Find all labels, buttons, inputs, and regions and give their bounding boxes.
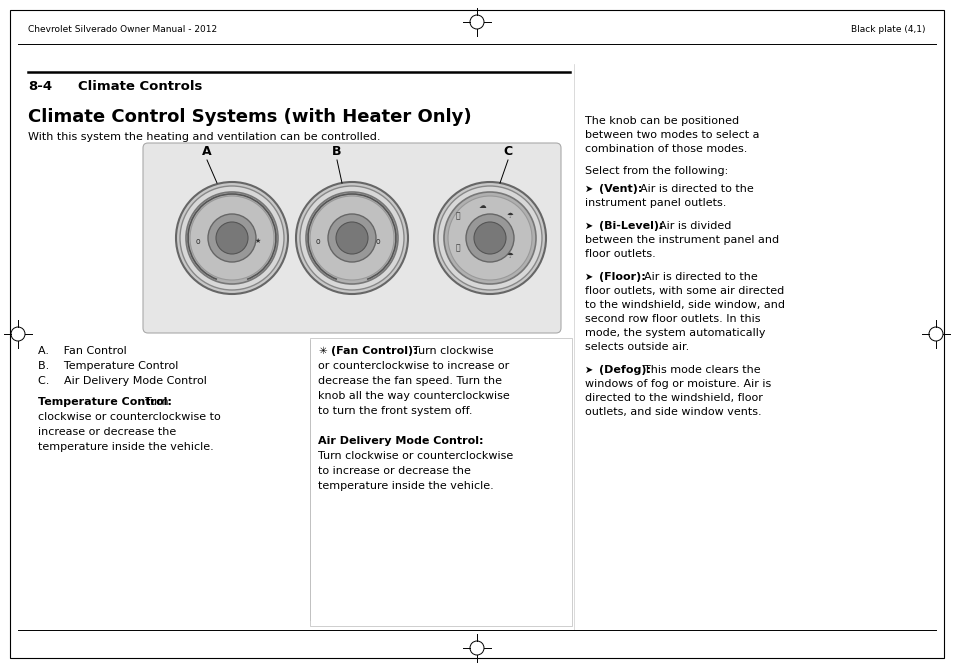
- Text: Turn: Turn: [138, 397, 169, 407]
- Text: to increase or decrease the: to increase or decrease the: [317, 466, 471, 476]
- Text: instrument panel outlets.: instrument panel outlets.: [584, 198, 725, 208]
- Text: A: A: [202, 145, 212, 158]
- Circle shape: [465, 214, 514, 262]
- Text: Select from the following:: Select from the following:: [584, 166, 727, 176]
- Text: (Bi-Level):: (Bi-Level):: [598, 221, 662, 231]
- Text: B.  Temperature Control: B. Temperature Control: [38, 361, 178, 371]
- Text: increase or decrease the: increase or decrease the: [38, 427, 176, 437]
- Circle shape: [443, 192, 536, 284]
- Text: directed to the windshield, floor: directed to the windshield, floor: [584, 393, 762, 403]
- Text: Air Delivery Mode Control:: Air Delivery Mode Control:: [317, 436, 483, 446]
- Text: (Fan Control):: (Fan Control):: [331, 346, 417, 356]
- Text: clockwise or counterclockwise to: clockwise or counterclockwise to: [38, 412, 220, 422]
- Text: ⤳: ⤳: [456, 212, 460, 220]
- FancyBboxPatch shape: [143, 143, 560, 333]
- Text: 8-4: 8-4: [28, 80, 52, 93]
- Text: Climate Control Systems (with Heater Only): Climate Control Systems (with Heater Onl…: [28, 108, 471, 126]
- Circle shape: [328, 214, 375, 262]
- Text: Turn clockwise or counterclockwise: Turn clockwise or counterclockwise: [317, 451, 513, 461]
- Text: The knob can be positioned: The knob can be positioned: [584, 116, 739, 126]
- Circle shape: [190, 196, 274, 280]
- Text: floor outlets, with some air directed: floor outlets, with some air directed: [584, 286, 783, 296]
- Text: C: C: [503, 145, 512, 158]
- Text: floor outlets.: floor outlets.: [584, 249, 655, 259]
- Text: o: o: [315, 236, 320, 246]
- Circle shape: [299, 186, 403, 290]
- Circle shape: [175, 182, 288, 294]
- Text: ⤷: ⤷: [456, 244, 460, 253]
- Circle shape: [310, 196, 394, 280]
- Text: Air is divided: Air is divided: [651, 221, 730, 231]
- Text: to the windshield, side window, and: to the windshield, side window, and: [584, 300, 784, 310]
- Text: ➤: ➤: [584, 221, 593, 231]
- Text: Climate Controls: Climate Controls: [78, 80, 202, 93]
- Text: Air is directed to the: Air is directed to the: [632, 184, 753, 194]
- Text: ★: ★: [254, 238, 261, 244]
- Text: ☂: ☂: [506, 212, 513, 220]
- Circle shape: [180, 186, 284, 290]
- Circle shape: [434, 182, 545, 294]
- Circle shape: [437, 186, 541, 290]
- Text: With this system the heating and ventilation can be controlled.: With this system the heating and ventila…: [28, 132, 380, 142]
- Text: B: B: [332, 145, 341, 158]
- Text: knob all the way counterclockwise: knob all the way counterclockwise: [317, 391, 509, 401]
- Text: Temperature Control:: Temperature Control:: [38, 397, 172, 407]
- Text: C.  Air Delivery Mode Control: C. Air Delivery Mode Control: [38, 376, 207, 386]
- Text: (Defog):: (Defog):: [598, 365, 650, 375]
- Text: or counterclockwise to increase or: or counterclockwise to increase or: [317, 361, 509, 371]
- Text: between two modes to select a: between two modes to select a: [584, 130, 759, 140]
- Text: o: o: [195, 236, 200, 246]
- Text: ☁: ☁: [477, 202, 485, 210]
- Circle shape: [215, 222, 248, 254]
- Text: Black plate (4,1): Black plate (4,1): [851, 25, 925, 35]
- Text: to turn the front system off.: to turn the front system off.: [317, 406, 472, 416]
- Text: mode, the system automatically: mode, the system automatically: [584, 328, 764, 338]
- Text: temperature inside the vehicle.: temperature inside the vehicle.: [317, 481, 494, 491]
- Text: selects outside air.: selects outside air.: [584, 342, 688, 352]
- Text: outlets, and side window vents.: outlets, and side window vents.: [584, 407, 760, 417]
- Circle shape: [474, 222, 505, 254]
- Circle shape: [295, 182, 408, 294]
- Bar: [310, 338, 572, 626]
- Text: second row floor outlets. In this: second row floor outlets. In this: [584, 314, 760, 324]
- Text: This mode clears the: This mode clears the: [637, 365, 760, 375]
- Circle shape: [306, 192, 397, 284]
- Text: (Vent):: (Vent):: [598, 184, 641, 194]
- Circle shape: [448, 196, 532, 280]
- Text: ➤: ➤: [584, 365, 593, 375]
- Text: Chevrolet Silverado Owner Manual - 2012: Chevrolet Silverado Owner Manual - 2012: [28, 25, 217, 35]
- Text: Turn clockwise: Turn clockwise: [406, 346, 493, 356]
- Text: (Floor):: (Floor):: [598, 272, 645, 282]
- Text: between the instrument panel and: between the instrument panel and: [584, 235, 779, 245]
- Text: windows of fog or moisture. Air is: windows of fog or moisture. Air is: [584, 379, 770, 389]
- Circle shape: [208, 214, 255, 262]
- Text: combination of those modes.: combination of those modes.: [584, 144, 746, 154]
- Text: ☂: ☂: [506, 251, 513, 261]
- Text: o: o: [375, 236, 380, 246]
- Text: A.  Fan Control: A. Fan Control: [38, 346, 127, 356]
- Text: ➤: ➤: [584, 272, 593, 282]
- Text: ➤: ➤: [584, 184, 593, 194]
- Text: decrease the fan speed. Turn the: decrease the fan speed. Turn the: [317, 376, 501, 386]
- Text: Air is directed to the: Air is directed to the: [637, 272, 758, 282]
- Text: temperature inside the vehicle.: temperature inside the vehicle.: [38, 442, 213, 452]
- Circle shape: [186, 192, 277, 284]
- Text: ✳: ✳: [317, 346, 327, 356]
- Circle shape: [335, 222, 368, 254]
